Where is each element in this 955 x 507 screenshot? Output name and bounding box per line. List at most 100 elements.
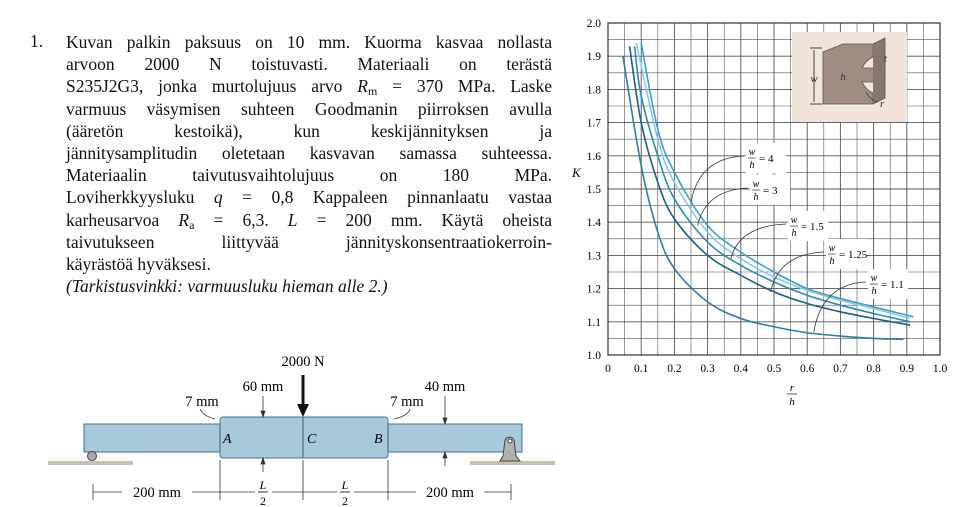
inset-w-label: w bbox=[810, 73, 818, 85]
y-tick-label: 1.6 bbox=[587, 151, 602, 163]
y-tick-label: 1.4 bbox=[587, 217, 602, 229]
x-tick-label: 0 bbox=[605, 363, 611, 375]
problem-line: (Tarkistusvinkki: varmuusluku hieman all… bbox=[66, 275, 552, 297]
leader-line bbox=[730, 223, 787, 259]
text-segment: Kuvan palkin paksuus on 10 mm. Kuorma ka… bbox=[66, 32, 552, 52]
y-tick-label: 1.5 bbox=[587, 184, 602, 196]
leader-line bbox=[690, 155, 745, 203]
text-segment: Materiaalin taivutusvaihtolujuus on 180 … bbox=[66, 165, 552, 186]
leader-line bbox=[697, 187, 749, 226]
y-tick-label: 1.1 bbox=[587, 317, 602, 329]
x-tick-label: 0.1 bbox=[634, 363, 649, 375]
text-segment: karheusarvoa bbox=[66, 209, 179, 230]
point-c-label: C bbox=[307, 432, 317, 447]
text-segment: q bbox=[213, 187, 223, 208]
series-label-value: = 3 bbox=[763, 185, 778, 197]
text-segment: R bbox=[357, 76, 368, 97]
text-segment: varmuus väsymisen suhteen Goodmanin piir… bbox=[66, 98, 552, 119]
y-tick-label: 1.0 bbox=[587, 350, 602, 362]
x-tick-label: 0.2 bbox=[667, 363, 682, 375]
series-line bbox=[633, 46, 911, 323]
problem-line: arvoon 2000 N toistuvasti. Materiaali on… bbox=[66, 53, 552, 75]
inset-figure: w h t r bbox=[792, 32, 907, 122]
x-tick-label: 0.5 bbox=[767, 363, 782, 375]
subscript: a bbox=[189, 217, 195, 232]
text-segment: (ääretön kestoikä), kun keskijännityksen… bbox=[66, 120, 552, 141]
x-tick-label: 0.6 bbox=[800, 363, 815, 375]
text-segment: L bbox=[287, 209, 298, 230]
problem-line: taivutukseen liittyvää jännityskonsentra… bbox=[66, 231, 552, 253]
text-segment: = 0,8 Kappaleen pinnanlaatu vastaa bbox=[222, 187, 552, 208]
text-segment: = 200 mm. Käytä oheista bbox=[297, 209, 552, 230]
span-left-label: 200 mm bbox=[133, 485, 182, 501]
text-segment: arvoon 2000 N toistuvasti. Materiaali on… bbox=[66, 54, 552, 75]
roller-support-icon bbox=[87, 451, 97, 461]
inset-h-label: h bbox=[840, 71, 846, 83]
x-tick-label: 0.7 bbox=[833, 363, 848, 375]
problem-line: Kuvan palkin paksuus on 10 mm. Kuorma ka… bbox=[66, 31, 552, 53]
inset-t-label: t bbox=[884, 53, 888, 65]
series-label-num: w bbox=[753, 179, 760, 190]
x-tick-label: 0.9 bbox=[900, 363, 915, 375]
series-line bbox=[635, 42, 911, 320]
half-l-left-num: L bbox=[259, 478, 267, 492]
problem-line: Loviherkkyysluku q = 0,8 Kappaleen pinna… bbox=[66, 186, 552, 208]
x-axis-label-num: r bbox=[790, 382, 795, 394]
problem-line: käyrästöä hyväksesi. bbox=[66, 253, 552, 275]
problem-text: Kuvan palkin paksuus on 10 mm. Kuorma ka… bbox=[66, 31, 552, 297]
y-tick-label: 2.0 bbox=[587, 18, 602, 30]
ground-right bbox=[470, 461, 555, 465]
y-tick-label: 1.2 bbox=[587, 284, 602, 296]
series-label-value: = 1.25 bbox=[839, 249, 868, 261]
series-label-den: h bbox=[750, 160, 755, 171]
point-a-label: A bbox=[222, 432, 232, 447]
text-segment: (Tarkistusvinkki: varmuusluku hieman all… bbox=[66, 276, 388, 297]
series-label-value: = 4 bbox=[759, 153, 774, 165]
y-axis-label: K bbox=[571, 165, 582, 180]
y-tick-label: 1.3 bbox=[587, 250, 602, 262]
series-label-value: = 1.5 bbox=[801, 221, 824, 233]
problem-number: 1. bbox=[30, 31, 44, 51]
series-label-num: w bbox=[791, 215, 798, 226]
leader-line bbox=[770, 251, 825, 293]
ground-left bbox=[48, 461, 133, 465]
series-label-den: h bbox=[792, 228, 797, 239]
plot-frame bbox=[607, 22, 941, 356]
text-segment: taivutukseen liittyvää jännityskonsentra… bbox=[66, 231, 552, 252]
thick-height-label: 60 mm bbox=[243, 379, 284, 395]
text-segment: Loviherkkyysluku bbox=[66, 187, 214, 208]
y-tick-label: 1.7 bbox=[587, 118, 602, 130]
y-tick-label: 1.8 bbox=[587, 84, 602, 96]
problem-line: varmuus väsymisen suhteen Goodmanin piir… bbox=[66, 98, 552, 120]
series-label-value: = 1.1 bbox=[881, 279, 904, 291]
thin-height-label: 40 mm bbox=[425, 379, 466, 395]
series-label-num: w bbox=[829, 243, 836, 254]
series-label-num: w bbox=[749, 147, 756, 158]
half-l-left-den: 2 bbox=[260, 494, 266, 507]
pin-support-icon bbox=[499, 436, 522, 462]
problem-line: karheusarvoa Ra = 6,3. L = 200 mm. Käytä… bbox=[66, 209, 552, 231]
half-l-right-den: 2 bbox=[342, 494, 348, 507]
text-segment: S235J2G3, jonka murtolujuus arvo bbox=[66, 76, 358, 97]
problem-line: S235J2G3, jonka murtolujuus arvo Rm = 37… bbox=[66, 75, 552, 97]
series-label-num: w bbox=[871, 273, 878, 284]
span-right-label: 200 mm bbox=[426, 485, 475, 501]
subscript: m bbox=[367, 84, 378, 99]
force-label: 2000 N bbox=[281, 354, 325, 370]
fillet-left-label: 7 mm bbox=[185, 394, 219, 410]
point-b-label: B bbox=[374, 432, 383, 447]
problem-line: jännitysamplitudin oletetaan kasvavan sa… bbox=[66, 142, 552, 164]
x-tick-label: 0.8 bbox=[866, 363, 881, 375]
text-segment: käyrästöä hyväksesi. bbox=[66, 253, 211, 274]
series-label-den: h bbox=[754, 192, 759, 203]
problem-line: Materiaalin taivutusvaihtolujuus on 180 … bbox=[66, 164, 552, 186]
text-segment: = 6,3. bbox=[194, 209, 288, 230]
fillet-right-label: 7 mm bbox=[390, 394, 424, 410]
series-line bbox=[628, 46, 911, 326]
series-line bbox=[622, 56, 904, 341]
text-segment: = 370 MPa. Laske bbox=[377, 76, 552, 97]
text-segment: jännitysamplitudin oletetaan kasvavan sa… bbox=[66, 142, 552, 163]
series-label-den: h bbox=[872, 286, 877, 297]
